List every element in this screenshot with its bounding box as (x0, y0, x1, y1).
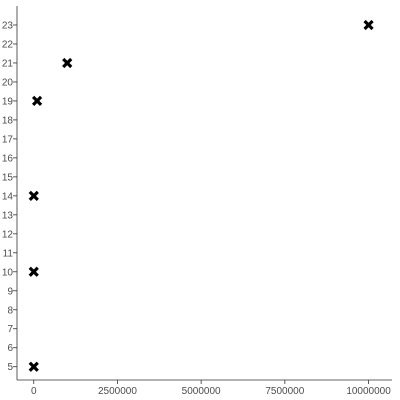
y-tick-label: 7 (7, 324, 13, 335)
data-point (31, 95, 43, 107)
y-tick-label: 15 (2, 172, 14, 183)
data-point (28, 190, 39, 201)
y-tick-label: 21 (2, 58, 14, 69)
data-point (363, 19, 374, 31)
y-tick-label: 9 (7, 286, 13, 297)
y-tick-label: 23 (2, 20, 14, 31)
y-tick-label: 18 (2, 115, 14, 126)
data-point (28, 361, 39, 372)
y-axis-ticks: 5 6 7 8 9 10 11 12 13 14 15 16 17 18 19 20 21 22 23 (2, 20, 17, 373)
y-tick-label: 6 (7, 343, 13, 354)
y-tick-label: 17 (2, 134, 14, 145)
x-tick-label: 0 (31, 386, 37, 397)
x-tick-label: 5000000 (182, 386, 221, 397)
y-tick-label: 13 (2, 210, 14, 221)
y-tick-label: 22 (2, 39, 14, 50)
y-tick-label: 19 (2, 96, 14, 107)
y-tick-label: 10 (2, 267, 14, 278)
x-tick-label: 7500000 (265, 386, 304, 397)
y-tick-label: 14 (2, 191, 14, 202)
data-point (28, 266, 39, 277)
x-tick-label: 10000000 (346, 386, 391, 397)
y-tick-label: 12 (2, 229, 14, 240)
y-tick-label: 8 (7, 305, 13, 316)
y-tick-label: 16 (2, 153, 14, 164)
y-tick-label: 20 (2, 77, 14, 88)
y-tick-label: 5 (7, 362, 13, 373)
data-points (28, 19, 374, 372)
y-tick-label: 11 (3, 248, 14, 259)
axes (16, 6, 392, 381)
data-point (62, 57, 73, 69)
x-axis-ticks: 0 2500000 5000000 7500000 10000000 (31, 380, 391, 397)
x-tick-label: 2500000 (98, 386, 137, 397)
